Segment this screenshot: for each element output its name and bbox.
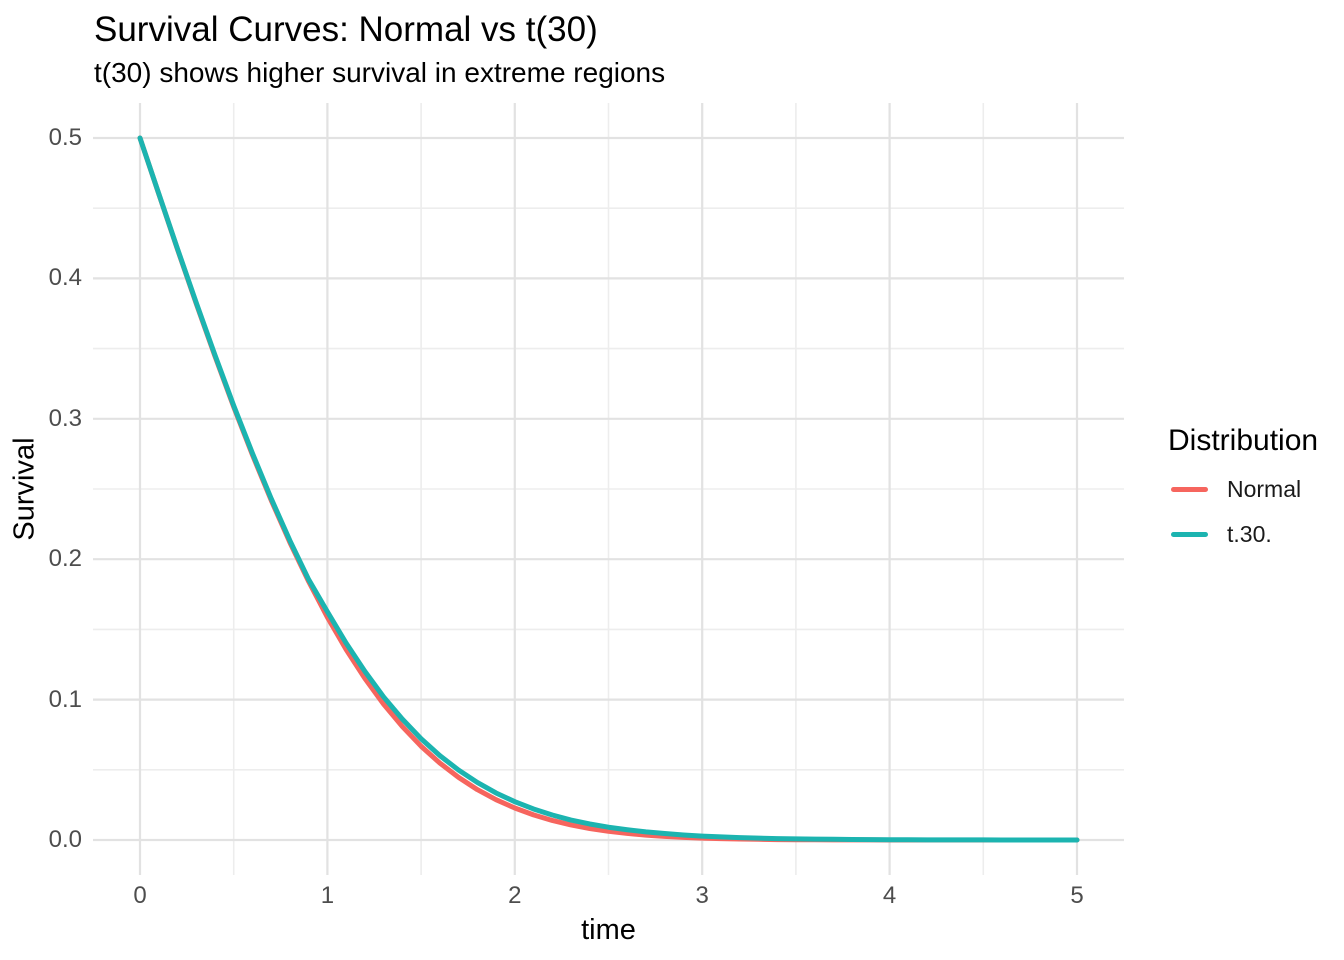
x-tick-label: 0 bbox=[133, 882, 147, 909]
y-tick-label: 0.3 bbox=[48, 404, 82, 432]
y-tick-label: 0.5 bbox=[48, 124, 82, 151]
legend-item-label: Normal bbox=[1227, 476, 1302, 502]
curve-t-30 bbox=[137, 135, 1080, 843]
legend-item: t.30. bbox=[1168, 512, 1344, 557]
legend-key-line bbox=[1171, 532, 1208, 537]
x-axis-title: time bbox=[581, 914, 636, 946]
legend-items: Normal t.30. bbox=[1168, 467, 1344, 557]
y-tick-label: 0.0 bbox=[48, 826, 82, 853]
x-tick-label: 4 bbox=[882, 882, 897, 909]
x-tick-label: 2 bbox=[508, 882, 522, 909]
y-axis-title: Survival bbox=[8, 437, 41, 541]
y-tick-label: 0.2 bbox=[48, 545, 82, 573]
plot-panel bbox=[93, 103, 1124, 875]
x-tick-label: 1 bbox=[320, 882, 335, 909]
legend-item: Normal bbox=[1168, 467, 1344, 512]
legend: Distribution Normal t.30. bbox=[1168, 426, 1344, 557]
legend-title: Distribution bbox=[1168, 424, 1319, 457]
plot-canvas bbox=[93, 103, 1124, 875]
y-tick-label: 0.1 bbox=[48, 685, 82, 713]
y-tick-label: 0.4 bbox=[48, 264, 82, 292]
x-tick-label: 3 bbox=[695, 882, 709, 909]
legend-item-label: t.30. bbox=[1227, 521, 1272, 547]
x-tick-label: 5 bbox=[1070, 882, 1084, 909]
legend-key-line bbox=[1171, 487, 1208, 492]
chart-subtitle: t(30) shows higher survival in extreme r… bbox=[94, 57, 666, 88]
chart-title: Survival Curves: Normal vs t(30) bbox=[94, 10, 598, 49]
